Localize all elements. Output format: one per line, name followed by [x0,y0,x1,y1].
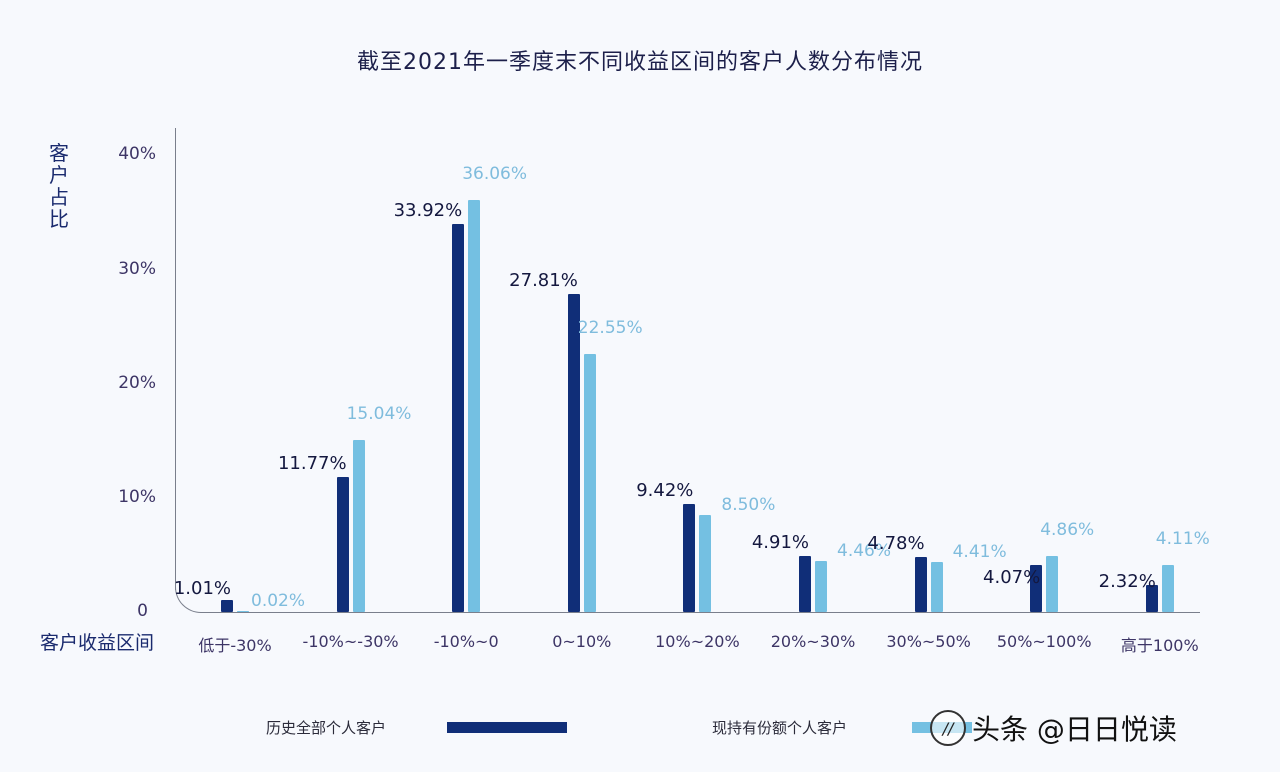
value-label-light: 15.04% [346,404,412,425]
watermark-logo-icon: // [930,710,966,746]
bar-dark [799,555,811,612]
bar-dark [1030,565,1043,612]
bar-light [583,354,596,612]
value-label-dark: 2.32% [1098,571,1156,593]
value-label-light: 4.11% [1155,529,1210,550]
value-label-light: 22.55% [577,318,643,339]
y-tick-10: 10% [118,487,156,507]
value-label-light: 36.06% [462,163,528,184]
bar-dark [336,477,349,612]
y-tick-30: 30% [118,259,156,279]
value-label-dark: 33.92% [393,200,463,222]
y-tick-40: 40% [118,144,156,164]
x-axis-line [204,612,1200,613]
x-tick-label: 50%~100% [996,632,1092,651]
x-tick-label: -10%~0 [433,632,499,651]
y-axis-label-char: 比 [49,207,69,231]
value-label-light: 8.50% [721,494,776,515]
bar-light [237,611,249,612]
legend-label-current: 现持有份额个人客户 [712,719,848,737]
bar-light [930,561,943,612]
value-label-dark: 1.01% [173,578,231,599]
y-axis-label-char: 占 [49,185,69,209]
x-tick-label: 0~10% [552,632,612,651]
bar-dark [914,557,927,612]
x-tick-label: -10%~-30% [302,632,399,651]
value-label-dark: 4.91% [751,531,809,553]
x-tick-label: 低于-30% [198,636,272,655]
value-label-light: 4.41% [952,541,1007,562]
bar-dark [221,600,233,612]
x-tick-label: 10%~20% [655,632,740,651]
x-tick-label: 20%~30% [770,632,856,651]
value-label-light: 4.46% [837,541,892,562]
value-label-dark: 11.77% [277,453,347,475]
value-label-dark: 27.81% [509,270,578,292]
y-axis-line [175,128,176,590]
value-label-light: 0.02% [251,591,306,611]
bar-dark [452,224,465,612]
value-label-dark: 4.78% [867,533,925,555]
bar-dark [683,504,696,612]
bar-light [352,440,365,612]
x-tick-label: 高于100% [1120,636,1199,655]
legend-swatch-historical [447,722,567,733]
watermark-text: 头条 @日日悦读 [972,713,1177,746]
y-tick-0: 0 [137,601,148,621]
value-label-dark: 4.07% [983,567,1041,589]
y-axis-label-char: 户 [49,163,69,187]
bar-light [468,199,481,612]
value-label-light: 4.86% [1040,520,1095,541]
legend-label-historical: 历史全部个人客户 [266,719,387,737]
bar-light [1046,556,1059,612]
y-tick-20: 20% [118,373,156,393]
y-axis-label: 客 户 占 比 [46,142,72,230]
bar-dark [567,294,580,612]
bar-light [1161,565,1174,612]
chart-title: 截至2021年一季度末不同收益区间的客户人数分布情况 [357,50,923,75]
x-axis-label: 客户收益区间 [40,632,155,654]
value-label-dark: 9.42% [636,480,694,502]
bar-light [699,514,712,612]
watermark: // 头条 @日日悦读 [930,708,1177,748]
bar-light [815,561,827,612]
bar-dark [1145,585,1158,612]
y-axis-label-char: 客 [49,141,69,165]
x-tick-label: 30%~50% [886,632,971,651]
